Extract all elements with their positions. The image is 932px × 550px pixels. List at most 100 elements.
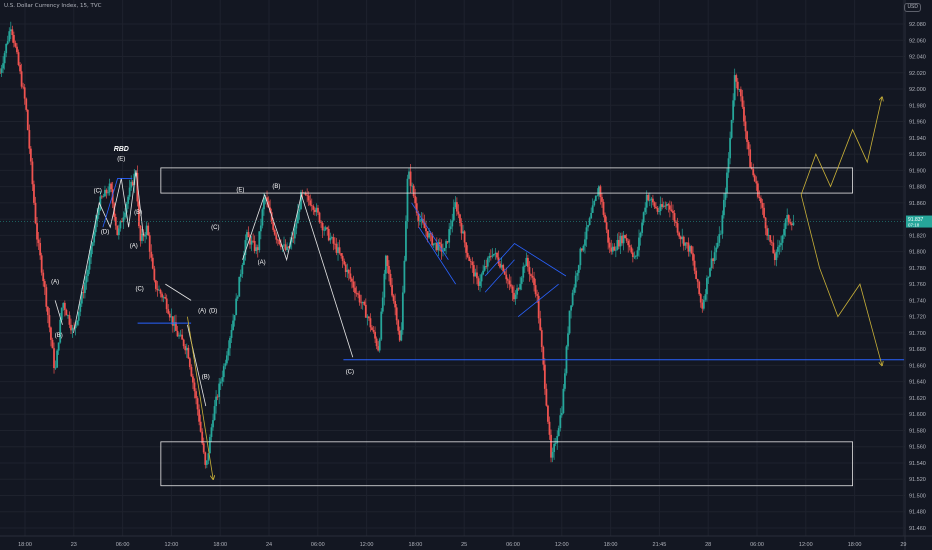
candle-body [580,248,583,251]
candle-body [597,186,600,196]
candle-body [317,207,319,213]
candle-body [372,329,375,332]
candle-body [621,235,623,244]
candle-body [792,222,795,226]
candle-body [655,206,657,209]
candle-body [138,201,140,227]
candle-body [59,319,62,343]
candle-body [324,227,327,230]
candle-body [531,275,534,278]
candle-body [675,221,677,224]
candle-body [533,277,535,286]
candle-body [783,229,785,236]
candle-body [460,223,463,234]
candle-body [696,279,699,282]
candle-body [778,245,781,247]
candle-body [188,358,191,367]
candle-body [679,236,682,240]
candle-body [418,220,421,222]
price-badge-value: 91.837 [908,217,924,223]
candle-body [428,233,430,238]
candle-body [730,119,733,138]
candle-body [605,222,608,230]
candle-body [735,75,738,82]
candle-body [298,209,301,212]
candle-body [466,252,469,257]
candle-body [304,192,307,195]
y-tick-label: 91.740 [909,298,926,304]
currency-button[interactable]: USD [904,3,921,12]
candle-body [107,192,109,194]
candle-body [772,242,775,254]
candle-body [388,266,390,274]
x-tick-label: 12:00 [360,542,374,548]
candle-body [366,316,369,318]
wave-label: (A) [51,279,59,285]
candle-body [144,235,146,237]
candle-body [249,237,251,245]
candle-body [363,301,366,305]
candle-body [263,197,265,210]
candle-body [483,266,486,271]
candle-body [147,225,150,236]
candle-body [557,428,560,437]
candle-body [668,205,671,210]
y-tick-label: 91.480 [909,510,926,516]
x-tick-label: 06:00 [506,542,520,548]
candle-body [471,261,474,266]
candle-body [125,203,128,213]
candle-body [699,294,702,303]
candle-body [110,183,113,190]
candle-body [429,233,432,235]
x-tick-label: 12:00 [555,542,569,548]
candle-body [349,273,352,279]
candle-body [341,255,344,261]
candle-body [514,294,517,300]
candle-body [707,276,710,279]
candle-body [250,240,253,245]
candle-body [496,252,498,258]
candle-body [286,246,288,250]
candle-body [434,242,437,244]
candle-body [17,52,20,65]
candles [0,21,795,469]
candle-body [338,247,341,254]
candle-body [741,96,744,107]
candle-body [488,256,491,259]
candle-body [445,241,447,249]
candle-body [499,263,501,268]
candle-body [503,271,506,275]
candle-body [784,219,787,230]
y-tick-label: 91.620 [909,396,926,402]
wave-line [517,283,559,317]
candle-body [355,292,358,294]
candle-body [568,310,571,334]
candle-body [364,304,367,318]
candle-body [329,237,332,241]
candle-body [97,209,100,216]
y-tick-label: 91.980 [909,103,926,109]
candle-body [22,86,25,88]
y-tick-label: 91.780 [909,266,926,272]
candle-body [195,391,197,399]
candle-body [43,281,46,288]
candle-body [346,269,349,273]
candle-body [165,298,168,310]
candle-body [500,264,503,268]
candle-body [622,235,625,244]
candle-body [290,237,293,243]
candle-body [752,169,755,176]
candle-body [182,339,185,347]
candle-body [509,284,512,287]
candle-body [178,335,180,337]
candle-body [469,260,472,262]
candle-body [584,239,586,246]
candle-body [139,226,142,241]
candle-body [204,452,207,465]
candle-body [266,197,268,202]
candle-body [551,451,554,458]
y-tick-label: 91.600 [909,412,926,418]
candle-body [596,195,599,197]
